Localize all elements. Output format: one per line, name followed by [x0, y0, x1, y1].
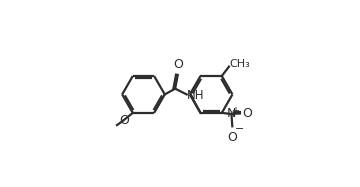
Text: O: O [228, 131, 237, 144]
Text: CH₃: CH₃ [229, 59, 250, 69]
Text: NH: NH [187, 89, 205, 102]
Text: O: O [119, 114, 129, 127]
Text: N: N [227, 107, 236, 120]
Text: −: − [235, 124, 244, 134]
Text: +: + [231, 106, 239, 116]
Text: O: O [173, 58, 183, 71]
Text: O: O [242, 107, 252, 120]
